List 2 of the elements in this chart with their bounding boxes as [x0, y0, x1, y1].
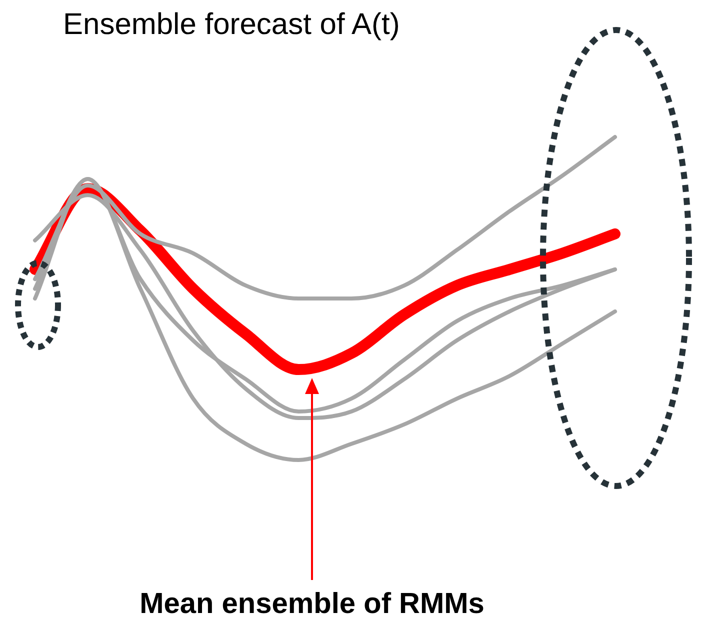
chart-title: Ensemble forecast of A(t) [63, 8, 400, 42]
text: Mean ensemble of RMMs [138, 588, 486, 621]
